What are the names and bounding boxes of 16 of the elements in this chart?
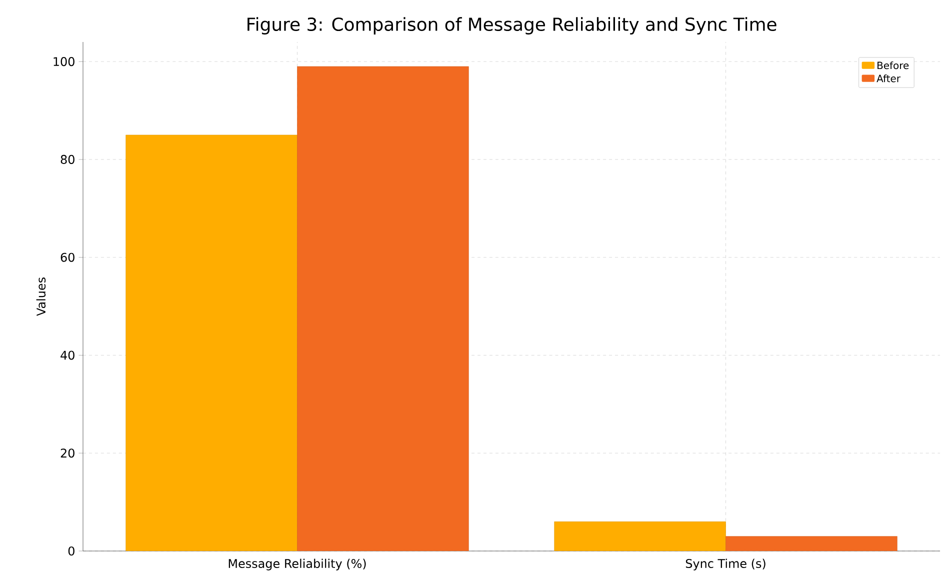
- x-tick-label: Message Reliability (%): [228, 558, 366, 570]
- bar: [726, 536, 898, 551]
- bar: [126, 134, 298, 551]
- y-tick-label: 100: [54, 57, 74, 66]
- y-tick-label: 40: [60, 350, 74, 360]
- y-tick-label: 0: [68, 546, 74, 556]
- bar: [297, 66, 469, 551]
- y-tick-label: 60: [60, 252, 74, 262]
- bar: [554, 521, 726, 551]
- legend-label: After: [876, 74, 900, 82]
- x-tick-label: Sync Time (s): [686, 558, 766, 570]
- y-tick-label: 20: [60, 448, 74, 458]
- chart-title: Figure 3: Comparison of Message Reliability and Sync Time: [248, 17, 776, 34]
- y-tick-label: 80: [60, 154, 74, 164]
- legend-label: Before: [878, 61, 909, 70]
- y-axis-title: Values: [36, 278, 46, 316]
